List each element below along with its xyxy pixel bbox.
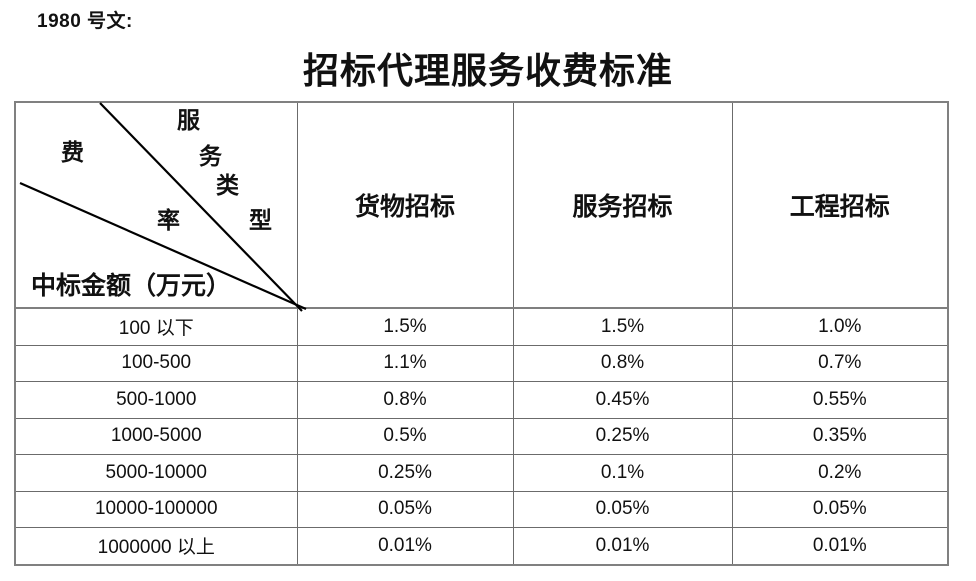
- amount-range-cell: 100-500: [14, 344, 298, 382]
- table-row: 1000000 以上 0.01% 0.01% 0.01%: [14, 527, 949, 565]
- corner-rate-char: 费: [61, 140, 84, 165]
- rate-cell: 1.1%: [296, 344, 514, 382]
- rate-cell: 0.01%: [296, 527, 514, 565]
- column-header-works: 工程招标: [731, 101, 949, 309]
- table-row: 1000-5000 0.5% 0.25% 0.35%: [14, 417, 949, 455]
- corner-label-char: 类: [216, 173, 239, 198]
- corner-label-char: 型: [249, 208, 272, 233]
- header-row: 服 务 类 型 费 率 中标金额（万元） 货物招标 服务招标 工程招标: [14, 101, 949, 312]
- rate-cell: 0.01%: [512, 527, 733, 565]
- fee-table: 服 务 类 型 费 率 中标金额（万元） 货物招标 服务招标 工程招标 100 …: [14, 101, 949, 566]
- rate-cell: 1.5%: [512, 307, 733, 346]
- page-title: 招标代理服务收费标准: [302, 51, 673, 91]
- amount-range-cell: 100 以下: [14, 307, 298, 346]
- rate-cell: 0.7%: [731, 344, 949, 382]
- rate-cell: 0.25%: [296, 454, 514, 492]
- table-row: 100 以下 1.5% 1.5% 1.0%: [14, 307, 949, 346]
- table-row: 500-1000 0.8% 0.45% 0.55%: [14, 381, 949, 419]
- table-row: 100-500 1.1% 0.8% 0.7%: [14, 344, 949, 382]
- rate-cell: 0.35%: [731, 417, 949, 455]
- rate-cell: 1.0%: [731, 307, 949, 346]
- column-header-services: 服务招标: [512, 101, 733, 309]
- corner-label-char: 服: [177, 108, 200, 133]
- table-row: 10000-100000 0.05% 0.05% 0.05%: [14, 490, 949, 528]
- rate-cell: 0.05%: [296, 490, 514, 528]
- rate-cell: 0.01%: [731, 527, 949, 565]
- doc-number: 1980 号文:: [37, 11, 133, 32]
- amount-range-cell: 500-1000: [14, 381, 298, 419]
- diagonal-lines: [19, 102, 307, 312]
- amount-range-cell: 5000-10000: [14, 454, 298, 492]
- rate-cell: 0.8%: [296, 381, 514, 419]
- amount-range-cell: 1000000 以上: [14, 527, 298, 565]
- amount-range-cell: 1000-5000: [14, 417, 298, 455]
- column-header-goods: 货物招标: [296, 101, 514, 309]
- corner-amount-label: 中标金额（万元）: [31, 273, 232, 300]
- rate-cell: 0.05%: [512, 490, 733, 528]
- rate-cell: 0.45%: [512, 381, 733, 419]
- rate-cell: 0.25%: [512, 417, 733, 455]
- rate-cell: 1.5%: [296, 307, 514, 346]
- corner-rate-char: 率: [157, 208, 180, 233]
- rate-cell: 0.8%: [512, 344, 733, 382]
- table-row: 5000-10000 0.25% 0.1% 0.2%: [14, 454, 949, 492]
- rate-cell: 0.2%: [731, 454, 949, 492]
- rate-cell: 0.55%: [731, 381, 949, 419]
- amount-range-cell: 10000-100000: [14, 490, 298, 528]
- fee-table-body: 100 以下 1.5% 1.5% 1.0% 100-500 1.1% 0.8% 0.7% 500…: [14, 307, 949, 565]
- rate-cell: 0.1%: [512, 454, 733, 492]
- diagonal-header-cell: 服 务 类 型 费 率 中标金额（万元）: [14, 101, 307, 312]
- rate-cell: 0.05%: [731, 490, 949, 528]
- rate-cell: 0.5%: [296, 417, 514, 455]
- corner-label-char: 务: [199, 144, 222, 169]
